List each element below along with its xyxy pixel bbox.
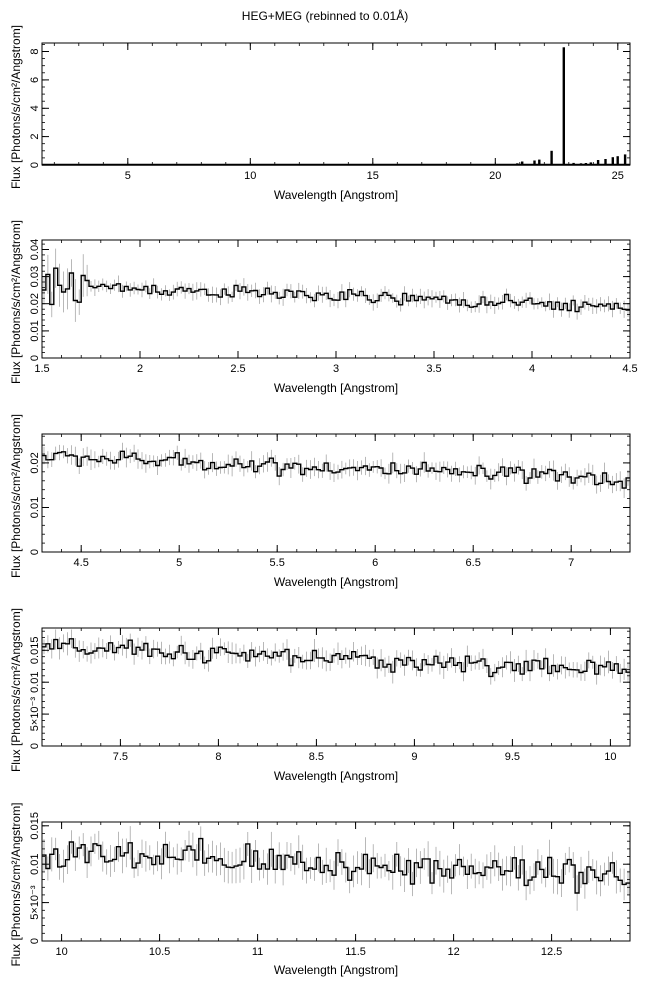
emission-line-9 <box>584 163 588 165</box>
figure-title: HEG+MEG (rebinned to 0.01Å) <box>241 9 409 23</box>
x-tick-label: 25 <box>612 170 624 182</box>
y-axis-label: Flux [Photons/s/cm²/Angstrom] <box>9 220 23 384</box>
emission-line-1 <box>516 163 519 165</box>
x-axis-label: Wavelength [Angstrom] <box>274 575 398 589</box>
x-tick-label: 9 <box>411 751 417 763</box>
y-tick-label: 0.01 <box>29 671 41 692</box>
y-tick-label: 8 <box>29 48 41 54</box>
spectrum-series <box>42 826 630 911</box>
spectrum-series <box>42 629 630 685</box>
x-tick-label: 20 <box>489 170 501 182</box>
x-tick-label: 3.5 <box>426 363 441 375</box>
y-tick-label: 0.015 <box>29 637 41 665</box>
emission-line-12 <box>604 159 607 165</box>
spectrum-step-line <box>42 638 630 678</box>
y-tick-label: 0.03 <box>29 266 41 287</box>
spectrum-step-line <box>42 267 630 313</box>
x-tick-label: 9.5 <box>505 751 520 763</box>
y-tick-label: 6 <box>29 77 41 83</box>
y-tick-label: 5×10⁻³ <box>29 697 41 732</box>
y-axis-label: Flux [Photons/s/cm²/Angstrom] <box>9 608 23 772</box>
y-axis-label: Flux [Photons/s/cm²/Angstrom] <box>9 414 23 578</box>
spectrum-series <box>42 248 630 322</box>
y-tick-label: 0.02 <box>29 452 41 473</box>
x-tick-label: 12.5 <box>541 946 562 958</box>
error-bars <box>43 629 629 685</box>
y-axis-label: Flux [Photons/s/cm²/Angstrom] <box>9 802 23 966</box>
x-tick-label: 15 <box>367 170 379 182</box>
y-tick-label: 2 <box>29 134 41 140</box>
panel-1: 5 10 15 20 25 0 2 4 6 8 Wavelength [Angstrom] Flux … <box>9 25 631 202</box>
spectrum-series <box>42 47 630 166</box>
y-tick-label: 4 <box>29 105 41 111</box>
x-tick-label: 11.5 <box>345 946 366 958</box>
x-tick-label: 12 <box>447 946 459 958</box>
x-tick-label: 11 <box>252 946 263 958</box>
x-tick-label: 1.5 <box>34 363 49 375</box>
y-tick-label: 0.04 <box>29 239 41 260</box>
y-tick-label: 0 <box>29 938 41 944</box>
emission-line-3 <box>533 160 536 165</box>
x-tick-label: 7 <box>568 557 574 569</box>
spectrum-series <box>42 442 630 498</box>
y-tick-label: 0.015 <box>29 812 41 840</box>
emission-line-2 <box>521 161 524 165</box>
x-tick-label: 8 <box>215 751 221 763</box>
x-tick-label: 3 <box>333 363 339 375</box>
x-tick-label: 2.5 <box>230 363 245 375</box>
y-tick-label: 0.02 <box>29 293 41 314</box>
y-tick-label: 0 <box>29 355 41 361</box>
x-tick-label: 8.5 <box>309 751 324 763</box>
panel-5: 10 10.5 11 11.5 12 12.5 0 5×10⁻³ 0.01 0.015 Wavele… <box>9 802 631 977</box>
x-tick-label: 4.5 <box>622 363 637 375</box>
x-axis-label: Wavelength [Angstrom] <box>274 963 398 977</box>
x-tick-label: 7.5 <box>113 751 128 763</box>
x-tick-label: 5 <box>176 557 182 569</box>
y-axis-label: Flux [Photons/s/cm²/Angstrom] <box>9 25 23 189</box>
emission-line-7 <box>572 162 575 165</box>
x-axis-label: Wavelength [Angstrom] <box>274 188 398 202</box>
emission-line-5 <box>550 150 553 165</box>
y-tick-label: 5×10⁻³ <box>29 885 41 920</box>
y-tick-label: 0.01 <box>29 853 41 874</box>
y-tick-label: 0.01 <box>29 320 41 341</box>
x-tick-label: 6 <box>372 557 378 569</box>
y-tick-label: 0 <box>29 549 41 555</box>
x-tick-label: 4.5 <box>74 557 89 569</box>
x-tick-label: 4 <box>529 363 535 375</box>
emission-line-13 <box>611 157 614 165</box>
panel-3: 4.5 5 5.5 6 6.5 7 0 0.01 0.02 Wavelength [Angstro… <box>9 414 631 589</box>
x-axis-label: Wavelength [Angstrom] <box>274 381 398 395</box>
x-tick-label: 10 <box>244 170 256 182</box>
y-tick-label: 0 <box>29 162 41 168</box>
spectrum-step-line <box>42 837 630 894</box>
x-tick-label: 6.5 <box>466 557 481 569</box>
y-tick-label: 0.01 <box>29 497 41 518</box>
spectrum-step-line <box>42 450 630 489</box>
x-tick-label: 10 <box>604 751 616 763</box>
emission-line-8 <box>579 163 583 165</box>
emission-line-10 <box>589 162 592 165</box>
error-bars <box>43 248 629 322</box>
emission-line-4 <box>538 159 541 165</box>
x-tick-label: 5.5 <box>270 557 285 569</box>
emission-line-6 <box>562 47 565 165</box>
x-tick-label: 5 <box>125 170 131 182</box>
y-tick-label: 0 <box>29 743 41 749</box>
error-bars <box>43 442 629 498</box>
x-tick-label: 2 <box>137 363 143 375</box>
x-tick-label: 10 <box>55 946 67 958</box>
panel-2: 1.5 2 2.5 3 3.5 4 4.5 0 0.01 0.02 0.03 0.04 Waveleng… <box>9 220 638 395</box>
emission-line-11 <box>596 160 600 165</box>
x-tick-label: 10.5 <box>149 946 170 958</box>
plot-frame <box>41 42 631 166</box>
emission-line-15 <box>623 154 627 165</box>
panel-4: 7.5 8 8.5 9 9.5 10 0 5×10⁻³ 0.01 0.015 Wavelength … <box>9 608 631 783</box>
x-axis-label: Wavelength [Angstrom] <box>274 769 398 783</box>
